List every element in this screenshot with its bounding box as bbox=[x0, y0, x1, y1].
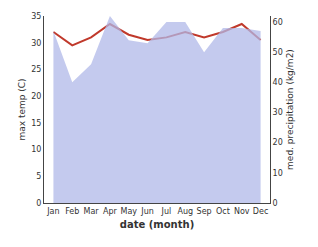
svg-text:max temp (C): max temp (C) bbox=[17, 78, 27, 140]
svg-text:60: 60 bbox=[273, 18, 283, 27]
svg-text:10: 10 bbox=[31, 145, 41, 154]
svg-text:Apr: Apr bbox=[103, 207, 118, 216]
svg-text:med. precipitation (kg/m2): med. precipitation (kg/m2) bbox=[285, 49, 295, 170]
svg-text:20: 20 bbox=[31, 92, 41, 101]
svg-text:5: 5 bbox=[36, 172, 41, 181]
svg-text:10: 10 bbox=[273, 169, 283, 178]
svg-text:Feb: Feb bbox=[65, 207, 79, 216]
svg-text:30: 30 bbox=[31, 39, 41, 48]
svg-text:35: 35 bbox=[31, 12, 41, 21]
svg-text:Jan: Jan bbox=[46, 207, 59, 216]
svg-text:30: 30 bbox=[273, 108, 283, 117]
svg-text:Nov: Nov bbox=[234, 207, 250, 216]
svg-text:20: 20 bbox=[273, 138, 283, 147]
svg-text:Oct: Oct bbox=[216, 207, 230, 216]
svg-text:0: 0 bbox=[273, 199, 278, 208]
svg-text:Aug: Aug bbox=[177, 207, 193, 216]
svg-text:Dec: Dec bbox=[253, 207, 268, 216]
svg-text:0: 0 bbox=[36, 199, 41, 208]
svg-text:40: 40 bbox=[273, 78, 283, 87]
svg-text:Jul: Jul bbox=[161, 207, 172, 216]
svg-text:May: May bbox=[120, 207, 137, 216]
svg-text:Sep: Sep bbox=[197, 207, 212, 216]
svg-text:25: 25 bbox=[31, 65, 41, 74]
svg-text:Jun: Jun bbox=[140, 207, 154, 216]
svg-text:Mar: Mar bbox=[84, 207, 100, 216]
svg-text:15: 15 bbox=[31, 119, 41, 128]
svg-text:50: 50 bbox=[273, 48, 283, 57]
svg-text:date (month): date (month) bbox=[120, 219, 194, 230]
